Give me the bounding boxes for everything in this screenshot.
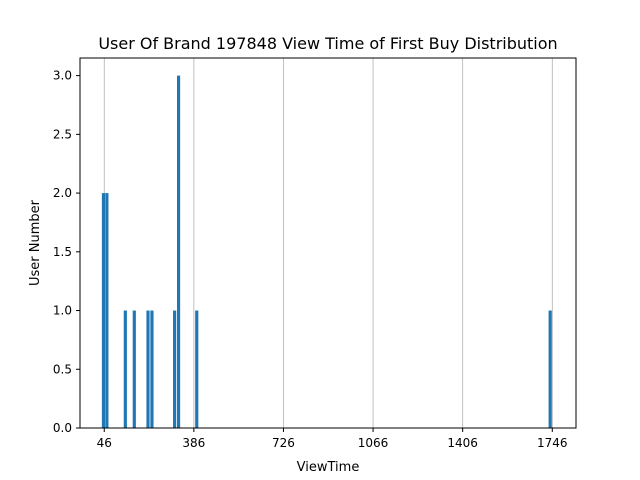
y-tick-label: 2.0 [53, 186, 72, 200]
bar [195, 310, 199, 428]
y-axis-label: User Number [28, 199, 43, 286]
chart-title: User Of Brand 197848 View Time of First … [98, 34, 557, 53]
x-tick-label: 726 [272, 436, 295, 450]
bar [548, 310, 552, 428]
bar [132, 310, 136, 428]
y-tick-label: 3.0 [53, 69, 72, 83]
x-tick-label: 46 [97, 436, 112, 450]
y-tick-label: 0.5 [53, 362, 72, 376]
bar [176, 75, 181, 428]
y-axis-ticks: 0.0 0.5 1.0 1.5 2.0 2.5 3.0 [53, 69, 80, 435]
x-tick-label: 1066 [358, 436, 389, 450]
x-tick-label: 386 [182, 436, 205, 450]
x-tick-label: 1746 [537, 436, 568, 450]
bar [150, 310, 154, 428]
bar [105, 193, 109, 428]
y-tick-label: 0.0 [53, 421, 72, 435]
y-tick-label: 2.5 [53, 127, 72, 141]
bar [146, 310, 150, 428]
x-tick-label: 1406 [447, 436, 478, 450]
bar [101, 193, 106, 428]
bars [101, 75, 552, 428]
plot-frame [79, 57, 577, 429]
y-tick-label: 1.5 [53, 245, 72, 259]
x-axis-label: ViewTime [297, 460, 360, 475]
y-tick-label: 1.0 [53, 304, 72, 318]
bar [123, 310, 127, 428]
bar [173, 310, 177, 428]
x-axis-ticks: 46 386 726 1066 1406 1746 [97, 428, 568, 450]
